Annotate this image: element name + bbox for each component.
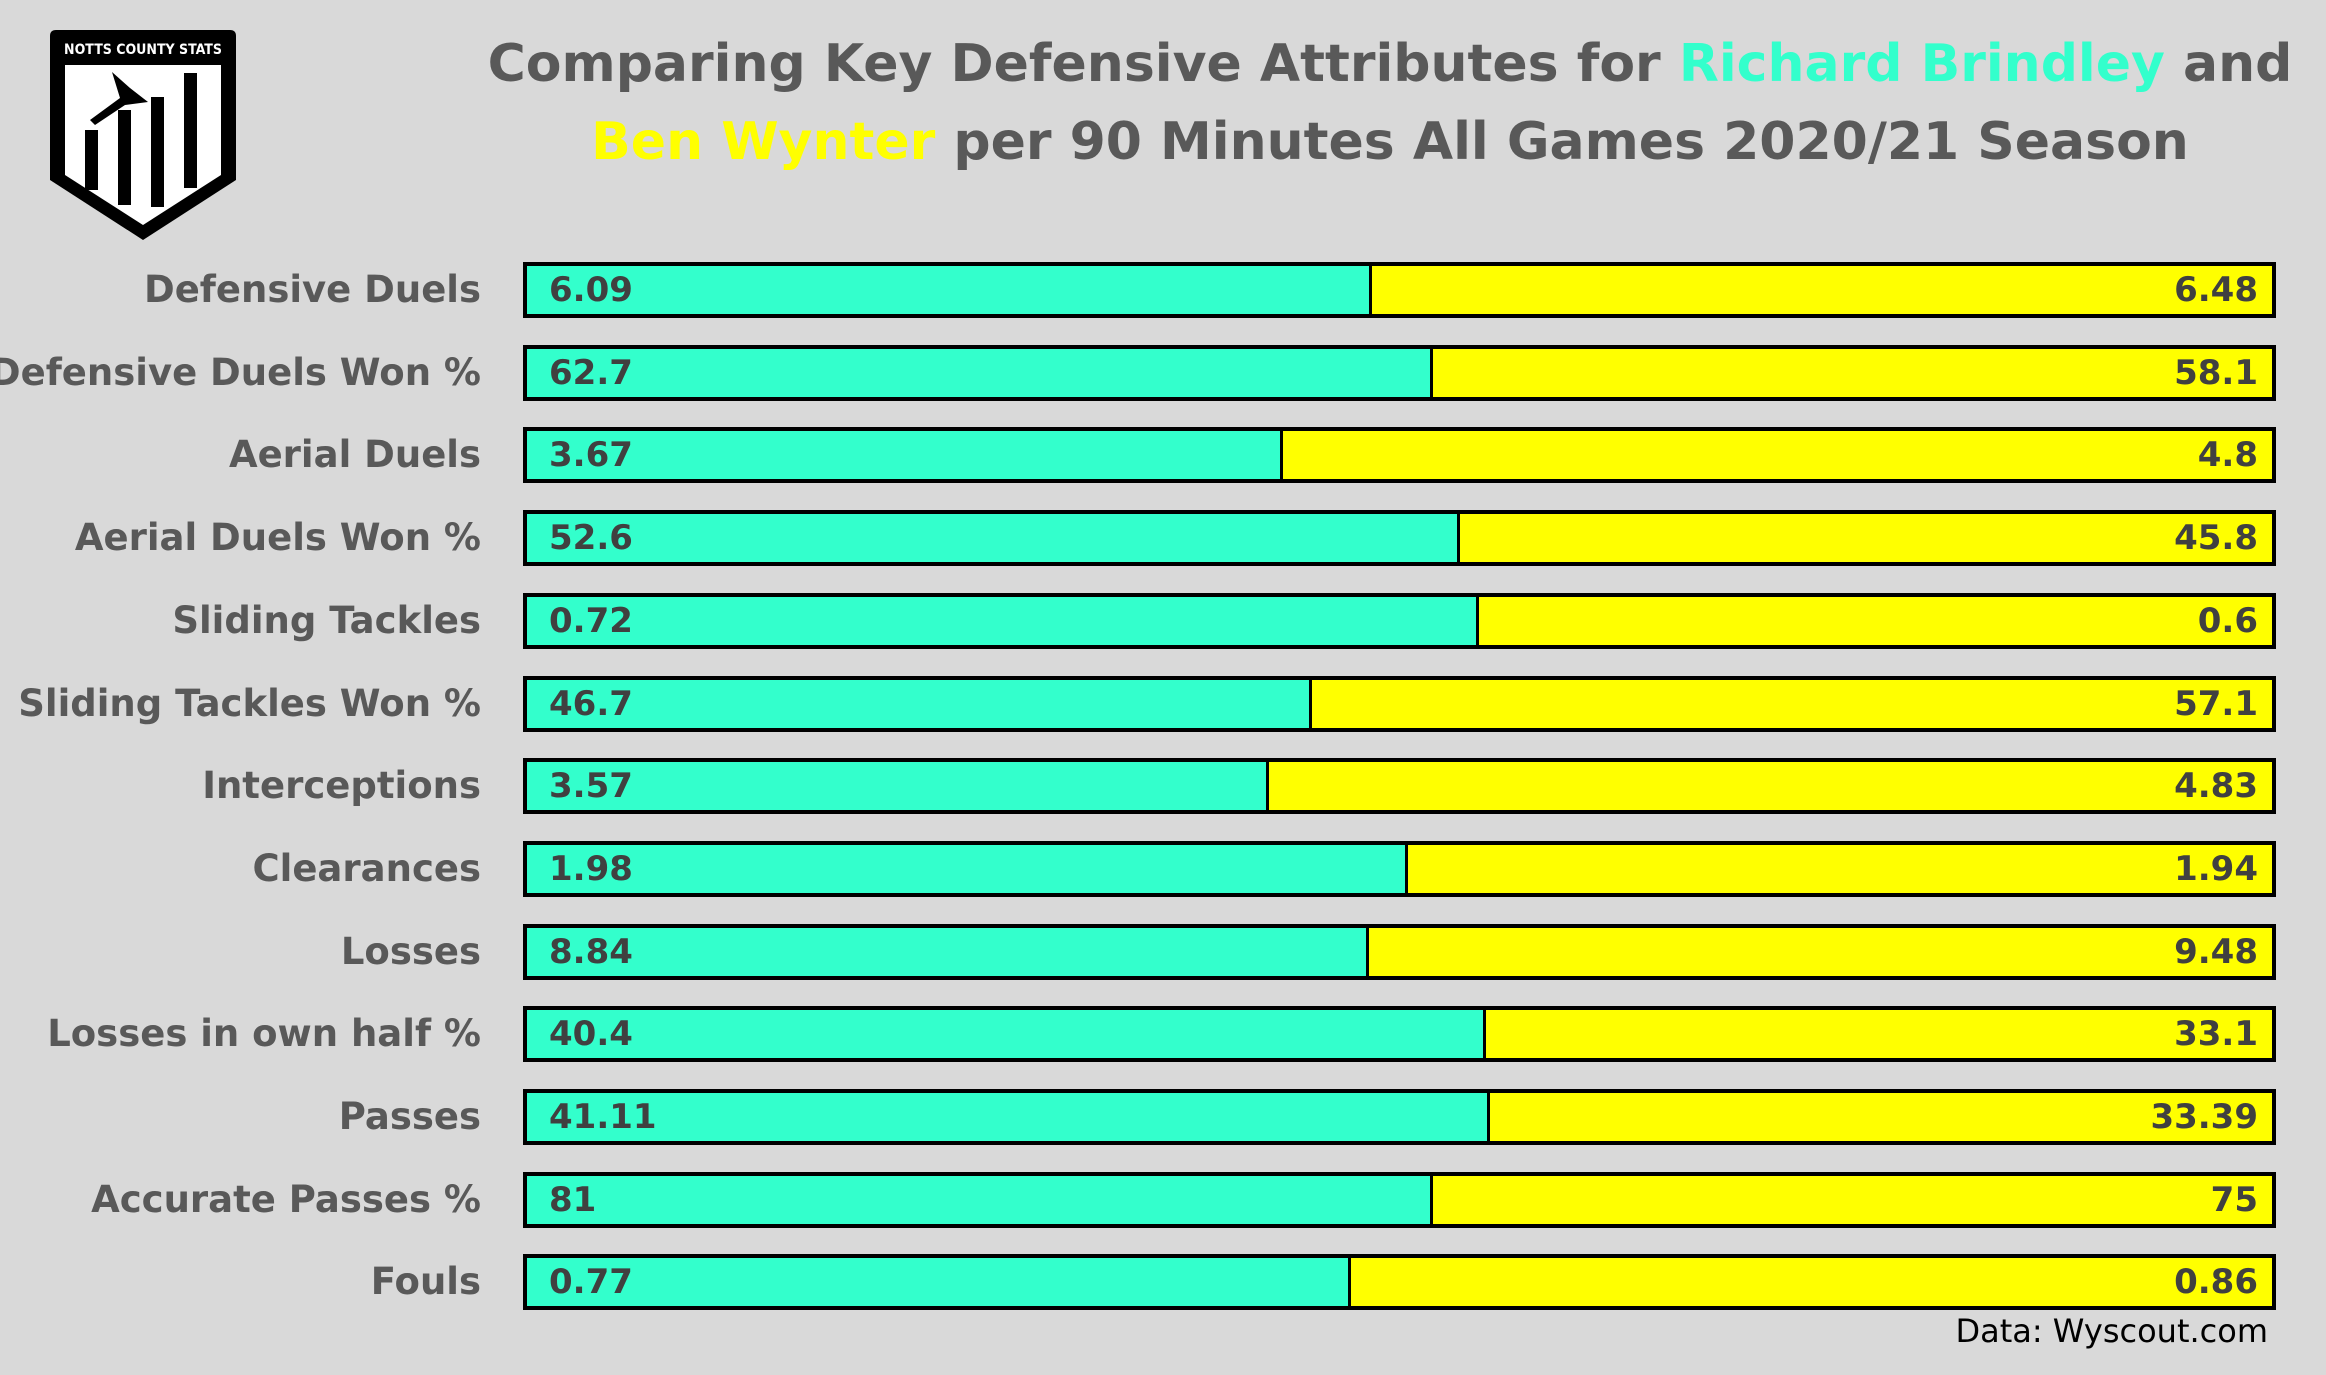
category-label: Defensive Duels [144,268,481,311]
value-label-wynter: 9.48 [2174,931,2258,972]
bar-row: Clearances 1.98 1.94 [0,840,2326,897]
bar-row: Aerial Duels 3.67 4.8 [0,427,2326,484]
bar-segment-brindley: 46.7 [527,679,1313,728]
bar-segment-wynter: 0.6 [1478,596,2272,645]
bar-segment-brindley: 40.4 [527,1010,1487,1059]
stacked-bar: 0.77 0.86 [523,1254,2276,1311]
bar-row: Losses in own half % 40.4 33.1 [0,1006,2326,1063]
bar-row: Sliding Tackles 0.72 0.6 [0,592,2326,649]
stacked-bar: 81 75 [523,1171,2276,1228]
bar-segment-brindley: 3.57 [527,762,1269,811]
category-label: Fouls [370,1260,481,1304]
value-label-wynter: 33.1 [2174,1014,2258,1055]
value-label-brindley: 3.67 [549,435,633,476]
category-label: Defensive Duels Won % [0,350,481,394]
bar-row: Defensive Duels Won % 62.7 58.1 [0,344,2326,401]
value-label-brindley: 46.7 [549,683,633,724]
stacked-bar: 3.57 4.83 [523,758,2276,815]
stacked-bar: 46.7 57.1 [523,675,2276,732]
value-label-wynter: 0.6 [2197,600,2258,641]
bar-row: Passes 41.11 33.39 [0,1089,2326,1145]
category-label: Losses in own half % [47,1012,481,1056]
stacked-bar: 8.84 9.48 [523,923,2276,980]
bar-segment-wynter: 6.48 [1372,266,2272,314]
value-label-wynter: 0.86 [2174,1262,2258,1303]
category-label: Clearances [252,846,481,890]
value-label-brindley: 41.11 [549,1097,657,1137]
bar-row: Defensive Duels 6.09 6.48 [0,262,2326,318]
value-label-wynter: 6.48 [2174,270,2258,310]
stacked-bar: 0.72 0.6 [523,592,2276,649]
value-label-wynter: 75 [2210,1179,2258,1220]
stacked-bar: 3.67 4.8 [523,427,2276,484]
logo-text: NOTTS COUNTY STATS [64,42,222,58]
stacked-bar: 40.4 33.1 [523,1006,2276,1063]
bar-row: Aerial Duels Won % 52.6 45.8 [0,510,2326,567]
bar-segment-wynter: 33.1 [1486,1010,2272,1059]
bar-segment-brindley: 1.98 [527,844,1409,893]
bar-segment-wynter: 33.39 [1489,1093,2272,1141]
stacked-bar: 1.98 1.94 [523,840,2276,897]
bar-segment-wynter: 4.83 [1268,762,2272,811]
bar-segment-wynter: 0.86 [1351,1258,2272,1307]
bar-segment-brindley: 52.6 [527,514,1460,563]
value-label-brindley: 40.4 [549,1014,633,1055]
bar-segment-brindley: 41.11 [527,1093,1490,1141]
stacked-bar: 62.7 58.1 [523,344,2276,401]
category-label: Passes [338,1095,481,1138]
bar-segment-wynter: 58.1 [1432,348,2272,397]
player1-name: Richard Brindley [1678,34,2165,94]
stacked-bar: 52.6 45.8 [523,510,2276,567]
category-label: Sliding Tackles [172,598,481,642]
data-source: Data: Wyscout.com [1955,1312,2268,1350]
category-label: Interceptions [202,764,481,808]
bar-segment-brindley: 6.09 [527,266,1373,314]
value-label-brindley: 62.7 [549,352,633,393]
value-label-brindley: 0.77 [549,1262,633,1303]
value-label-wynter: 33.39 [2150,1097,2258,1137]
bar-segment-wynter: 75 [1433,1175,2272,1224]
category-label: Accurate Passes % [91,1177,481,1221]
bar-row: Losses 8.84 9.48 [0,923,2326,980]
stacked-bar: 6.09 6.48 [523,262,2276,318]
notts-county-stats-logo: NOTTS COUNTY STATS [50,30,236,240]
value-label-brindley: 3.57 [549,766,633,807]
bar-segment-brindley: 62.7 [527,348,1433,397]
value-label-wynter: 4.8 [2197,435,2258,476]
value-label-brindley: 81 [549,1179,597,1220]
bar-row: Accurate Passes % 81 75 [0,1171,2326,1228]
player2-name: Ben Wynter [591,112,936,172]
bar-segment-wynter: 1.94 [1408,844,2272,893]
value-label-brindley: 6.09 [549,270,633,310]
bar-segment-brindley: 81 [527,1175,1433,1224]
bar-row: Fouls 0.77 0.86 [0,1254,2326,1311]
value-label-wynter: 57.1 [2174,683,2258,724]
bar-segment-wynter: 45.8 [1459,514,2272,563]
value-label-wynter: 58.1 [2174,352,2258,393]
value-label-wynter: 4.83 [2174,766,2258,807]
value-label-brindley: 52.6 [549,518,633,559]
bar-row: Sliding Tackles Won % 46.7 57.1 [0,675,2326,732]
value-label-brindley: 8.84 [549,931,633,972]
value-label-wynter: 1.94 [2174,848,2258,889]
bar-segment-brindley: 3.67 [527,431,1284,480]
bar-row: Interceptions 3.57 4.83 [0,758,2326,815]
bar-segment-wynter: 9.48 [1368,927,2272,976]
bar-segment-wynter: 57.1 [1312,679,2272,728]
category-label: Losses [340,929,481,973]
category-label: Aerial Duels Won % [74,516,481,560]
category-label: Sliding Tackles Won % [18,681,481,725]
value-label-brindley: 0.72 [549,600,633,641]
value-label-wynter: 45.8 [2174,518,2258,559]
chart-title-line-2: Ben Wynter per 90 Minutes All Games 2020… [591,112,2189,172]
category-label: Aerial Duels [228,433,481,477]
chart-title-line-1: Comparing Key Defensive Attributes for R… [487,34,2293,94]
bar-segment-brindley: 0.77 [527,1258,1352,1307]
bar-segment-brindley: 8.84 [527,927,1369,976]
bar-segment-brindley: 0.72 [527,596,1479,645]
value-label-brindley: 1.98 [549,848,633,889]
stacked-bar: 41.11 33.39 [523,1089,2276,1145]
bar-segment-wynter: 4.8 [1283,431,2272,480]
